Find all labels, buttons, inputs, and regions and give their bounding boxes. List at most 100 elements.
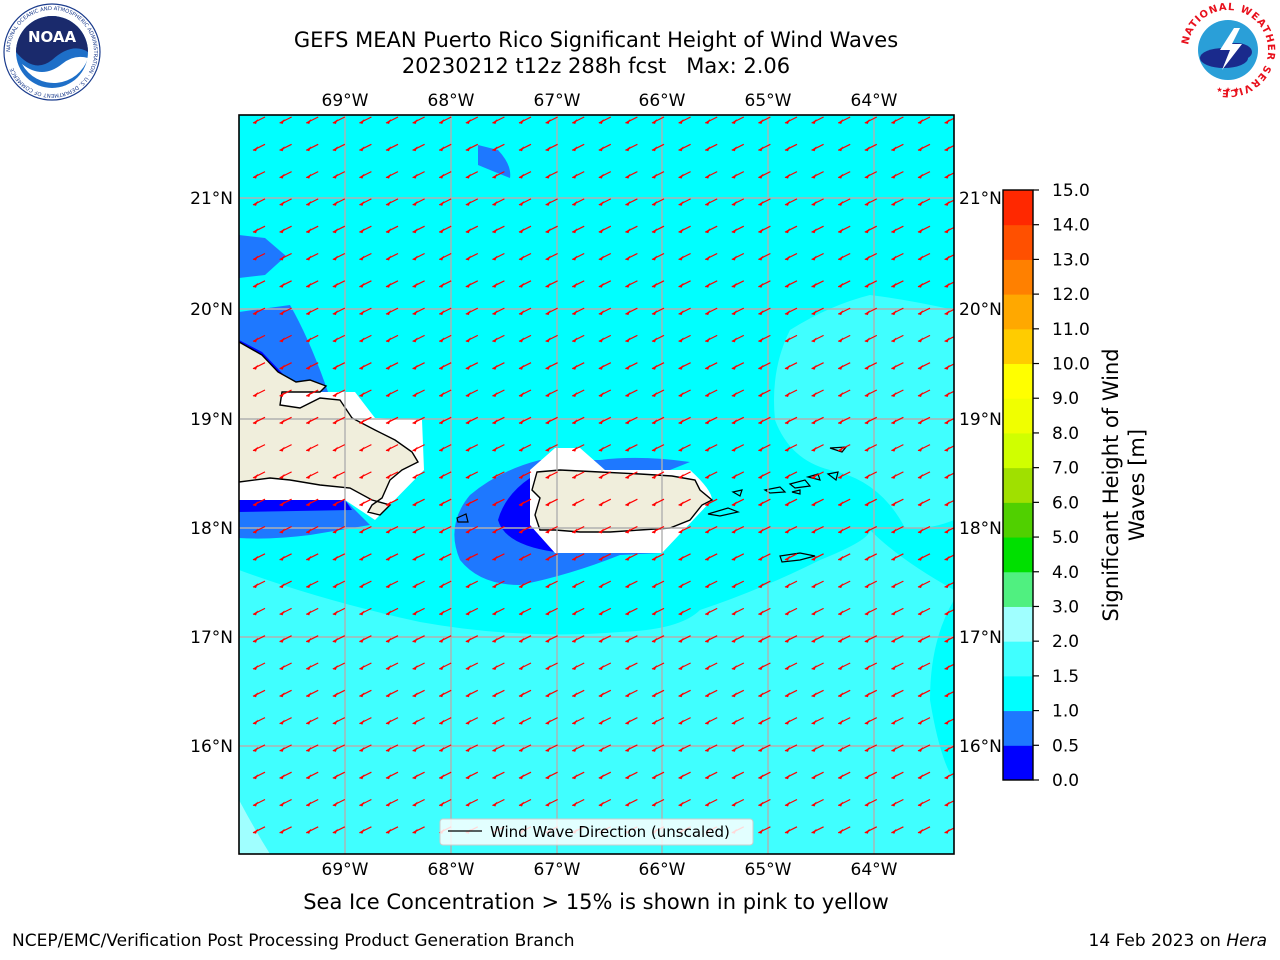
wind-arrow [651, 689, 665, 698]
wind-arrow [704, 444, 718, 452]
wind-arrow [944, 226, 954, 234]
wind-arrow [837, 143, 851, 152]
wind-arrow [305, 143, 319, 152]
wind-arrow [864, 416, 878, 425]
wind-arrow [305, 580, 319, 589]
wind-arrow [545, 525, 558, 534]
lat-label-right: 17°N [959, 628, 1002, 648]
lon-label-top: 64°W [851, 91, 898, 111]
wind-arrow [518, 471, 532, 479]
wind-arrow [438, 444, 452, 452]
wind-arrow [412, 280, 425, 288]
wind-arrow [518, 689, 532, 698]
wind-arrow [864, 662, 878, 670]
wind-arrow [704, 252, 718, 261]
wind-arrow [518, 771, 532, 780]
wind-arrow [731, 607, 745, 616]
wind-arrow [837, 689, 851, 698]
wind-arrow [891, 744, 904, 752]
colorbar-swatch [1003, 190, 1033, 226]
wind-arrow [412, 553, 425, 561]
wind-arrow [758, 416, 771, 425]
wind-arrow [731, 689, 745, 698]
wind-arrow [758, 525, 771, 534]
wind-arrow [545, 444, 558, 452]
colorbar-swatch [1003, 224, 1033, 260]
wind-arrow [385, 689, 399, 698]
wind-arrow [758, 826, 771, 834]
colorbar-title: Significant Height of Wind Waves [m] [1099, 348, 1149, 622]
wind-arrow [545, 498, 558, 507]
wind-arrow [784, 225, 798, 234]
wind-arrow [625, 198, 638, 206]
wind-arrow [704, 689, 718, 698]
wind-arrow [891, 635, 904, 643]
lon-label-bottom: 67°W [534, 860, 581, 880]
wind-arrow [731, 471, 745, 479]
wind-arrow [811, 662, 824, 670]
wind-arrow [571, 389, 585, 397]
wind-arrow [438, 143, 452, 152]
wind-arrow [917, 389, 931, 397]
wind-arrow [891, 280, 904, 288]
wind-arrow [465, 553, 479, 561]
wind-arrow [651, 280, 665, 288]
wind-arrow [731, 635, 745, 643]
wind-arrow [837, 826, 851, 834]
wind-arrow [438, 171, 452, 179]
wind-arrow [678, 143, 691, 152]
wind-arrow [891, 198, 904, 206]
wind-arrow [704, 334, 718, 343]
wind-arrow [944, 581, 954, 589]
wind-arrow [518, 116, 532, 124]
wind-arrow [625, 143, 638, 152]
wind-arrow [864, 607, 878, 616]
wind-arrow [518, 198, 532, 206]
wind-arrow [704, 416, 718, 425]
wind-arrow [492, 416, 505, 425]
wind-arrow [598, 635, 612, 643]
wind-arrow [758, 607, 771, 616]
wind-arrow [412, 635, 425, 643]
wind-arrow [625, 280, 638, 288]
wind-arrow [758, 744, 771, 752]
wind-arrow [252, 525, 266, 534]
wind-arrow [359, 607, 372, 616]
wind-arrow [492, 689, 505, 698]
wind-arrow [651, 635, 665, 643]
wind-arrow [571, 498, 585, 507]
wind-arrow [598, 334, 612, 343]
wind-arrow [412, 307, 425, 316]
wind-arrow [944, 445, 954, 452]
wind-arrow [651, 498, 665, 507]
wind-arrow [704, 280, 718, 288]
wind-arrow [731, 389, 745, 397]
lat-label-right: 16°N [959, 737, 1002, 757]
lat-label-left: 17°N [190, 628, 233, 648]
wind-arrow [571, 198, 585, 206]
wind-arrow [598, 362, 612, 370]
wind-arrow [492, 280, 505, 288]
colorbar-tick-label: 11.0 [1052, 320, 1090, 340]
wind-arrow [784, 580, 798, 589]
wind-arrow [571, 580, 585, 589]
wind-arrow [678, 389, 691, 397]
wind-arrow [571, 307, 585, 316]
wind-arrow [811, 525, 824, 534]
wind-arrow [731, 525, 745, 534]
wind-arrow [279, 252, 292, 261]
wind-arrow [465, 416, 479, 425]
wind-arrow [492, 389, 505, 397]
wind-arrow [545, 171, 558, 179]
wind-arrow [385, 252, 399, 261]
wind-arrow [518, 525, 532, 534]
wind-arrow [811, 198, 824, 206]
wind-arrow [678, 416, 691, 425]
wind-arrow [465, 389, 479, 397]
wind-arrow [385, 307, 399, 316]
wind-arrow [359, 116, 372, 124]
wind-arrow [279, 444, 292, 452]
wind-arrow [784, 798, 798, 807]
wind-arrow [518, 280, 532, 288]
wind-arrow [864, 471, 878, 479]
